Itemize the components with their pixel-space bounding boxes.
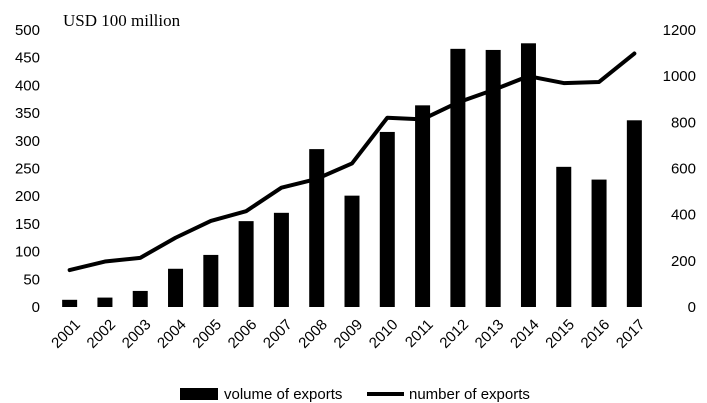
bar-2004 [168, 268, 184, 307]
left-tick-label: 400 [15, 77, 40, 94]
x-tick-label: 2008 [295, 316, 331, 352]
unit-label: USD 100 million [63, 11, 181, 30]
bar-2016 [591, 179, 607, 307]
x-tick-label: 2004 [154, 316, 190, 352]
left-tick-label: 100 [15, 244, 40, 261]
left-tick-label: 200 [15, 188, 40, 205]
x-tick-label: 2013 [472, 316, 508, 352]
x-tick-label: 2014 [507, 316, 543, 352]
x-tick-label: 2001 [48, 316, 84, 352]
x-axis-ticks: 2001 2002 2003 2004 2005 2006 2007 2008 2009 2010… [48, 316, 648, 352]
x-tick-label: 2006 [225, 316, 261, 352]
legend-bar-label: volume of exports [224, 386, 342, 403]
bar-2011 [415, 105, 431, 307]
bar-2002 [97, 297, 113, 307]
x-tick-label: 2017 [613, 316, 649, 352]
bar-2006 [238, 221, 254, 307]
bar-2007 [273, 212, 289, 307]
bar-2008 [309, 149, 325, 307]
left-tick-label: 0 [32, 299, 40, 316]
x-tick-label: 2016 [578, 316, 614, 352]
right-tick-label: 1200 [663, 22, 696, 39]
legend-line-label: number of exports [409, 386, 530, 403]
left-tick-label: 150 [15, 216, 40, 233]
bar-2010 [379, 131, 395, 307]
x-tick-label: 2003 [119, 316, 155, 352]
bar-2001 [62, 299, 78, 307]
legend: volume of exports number of exports [180, 386, 530, 403]
x-tick-label: 2012 [436, 316, 472, 352]
bar-2005 [203, 254, 219, 307]
x-tick-label: 2011 [402, 316, 437, 351]
bar-series-group [62, 43, 642, 308]
bar-2009 [344, 195, 360, 307]
legend-bar-swatch [180, 388, 218, 400]
x-tick-label: 2002 [84, 316, 120, 352]
left-tick-label: 300 [15, 133, 40, 150]
bar-2012 [450, 48, 466, 308]
bar-2017 [626, 120, 642, 307]
bar-2003 [132, 290, 148, 307]
line-series-group [67, 51, 637, 273]
right-axis-ticks: 0 200 400 600 800 1000 1200 [663, 22, 696, 316]
right-tick-label: 200 [671, 253, 696, 270]
x-tick-label: 2010 [366, 316, 402, 352]
left-tick-label: 350 [15, 105, 40, 122]
left-tick-label: 450 [15, 50, 40, 67]
x-tick-label: 2005 [189, 316, 225, 352]
right-tick-label: 800 [671, 114, 696, 131]
bar-2015 [556, 166, 572, 307]
x-tick-label: 2007 [260, 316, 296, 352]
left-tick-label: 250 [15, 161, 40, 178]
left-tick-label: 500 [15, 22, 40, 39]
right-tick-label: 0 [688, 299, 696, 316]
right-tick-label: 600 [671, 161, 696, 178]
left-tick-label: 50 [23, 271, 40, 288]
x-tick-label: 2009 [331, 316, 367, 352]
left-axis-ticks: 0 50 100 150 200 250 300 350 400 450 500 [15, 22, 40, 316]
right-tick-label: 400 [671, 207, 696, 224]
bar-2013 [485, 49, 501, 307]
x-tick-label: 2015 [542, 316, 578, 352]
right-tick-label: 1000 [663, 68, 696, 85]
bar-2014 [520, 43, 536, 308]
